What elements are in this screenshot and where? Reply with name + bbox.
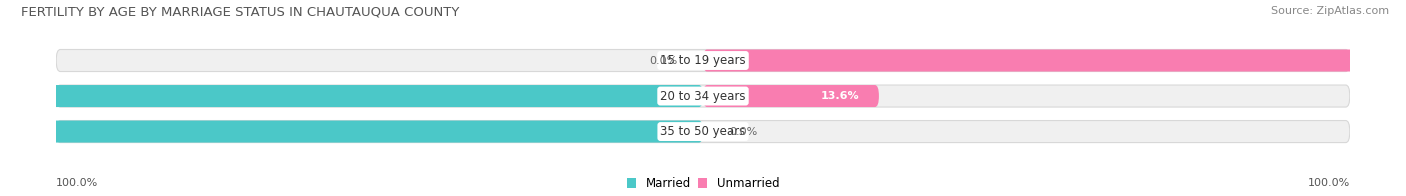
Text: 20 to 34 years: 20 to 34 years (661, 90, 745, 103)
Text: 100.0%: 100.0% (56, 178, 98, 188)
Text: 13.6%: 13.6% (821, 91, 859, 101)
FancyBboxPatch shape (703, 85, 879, 107)
FancyBboxPatch shape (0, 121, 703, 142)
FancyBboxPatch shape (703, 50, 1406, 72)
Text: 0.0%: 0.0% (728, 127, 756, 137)
Text: 35 to 50 years: 35 to 50 years (661, 125, 745, 138)
Text: FERTILITY BY AGE BY MARRIAGE STATUS IN CHAUTAUQUA COUNTY: FERTILITY BY AGE BY MARRIAGE STATUS IN C… (21, 6, 460, 19)
Text: 100.0%: 100.0% (1308, 178, 1350, 188)
Text: 15 to 19 years: 15 to 19 years (661, 54, 745, 67)
FancyBboxPatch shape (56, 121, 1350, 142)
Text: Source: ZipAtlas.com: Source: ZipAtlas.com (1271, 6, 1389, 16)
FancyBboxPatch shape (56, 50, 1350, 72)
Legend: Married, Unmarried: Married, Unmarried (627, 177, 779, 190)
Text: 0.0%: 0.0% (650, 55, 678, 65)
FancyBboxPatch shape (56, 85, 1350, 107)
FancyBboxPatch shape (0, 85, 703, 107)
